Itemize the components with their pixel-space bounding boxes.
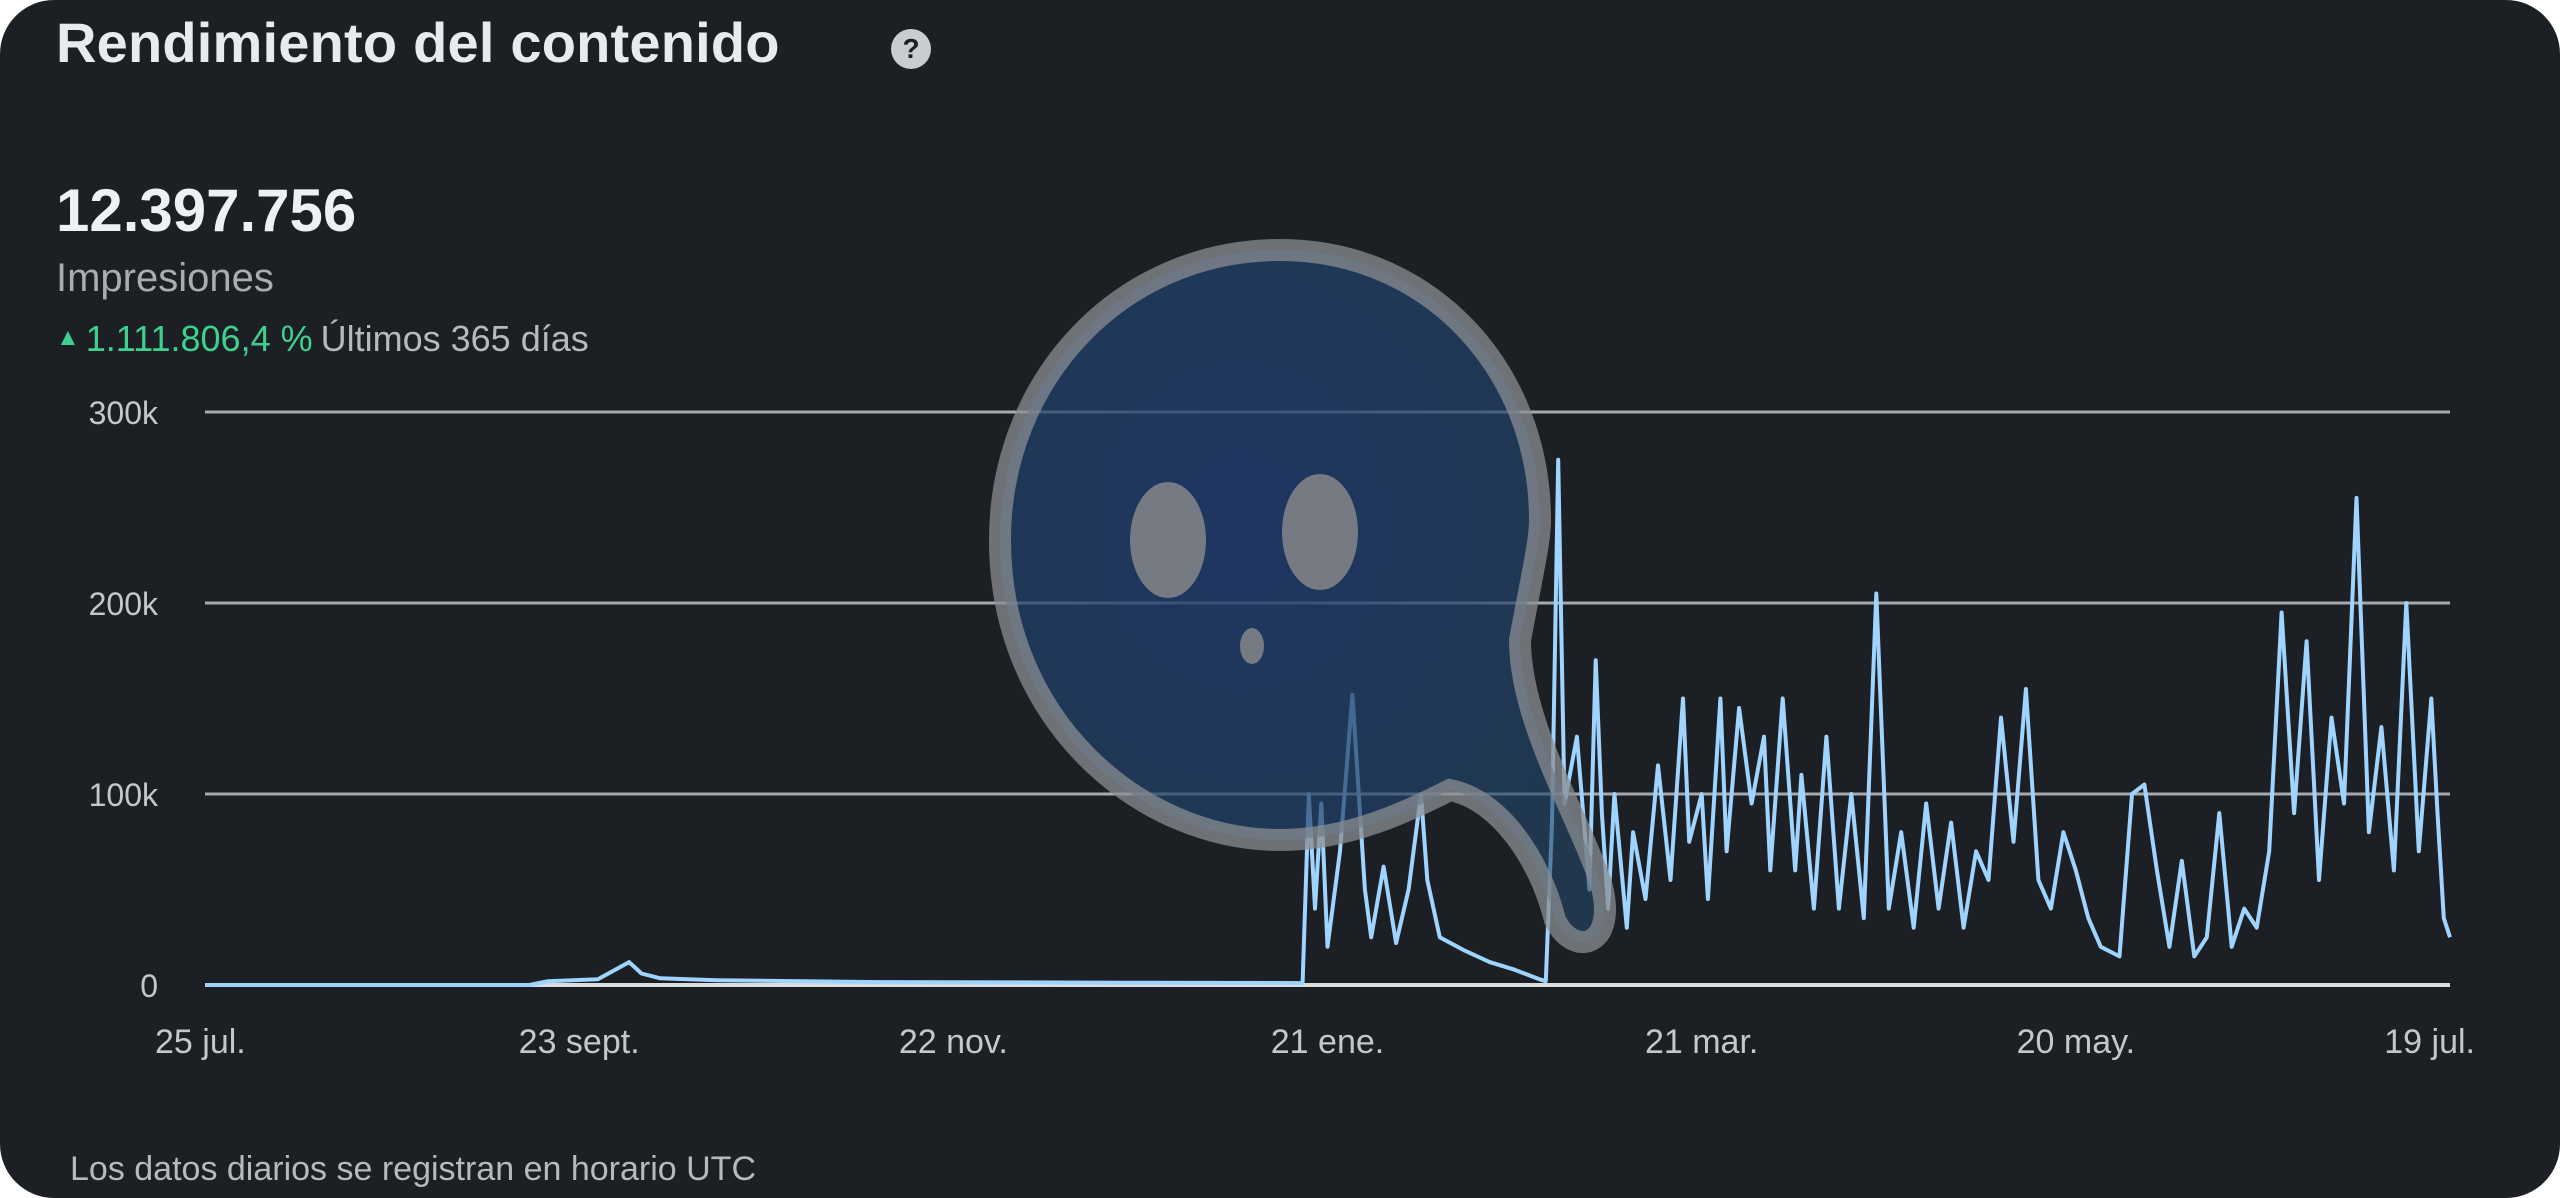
change-percent: 1.111.806,4 %: [85, 318, 313, 359]
impressions-value: 12.397.756: [56, 177, 357, 244]
series-line: [205, 457, 2452, 987]
period-label: Últimos 365 días: [320, 318, 589, 359]
x-tick-label: 25 jul.: [155, 1023, 246, 1061]
y-tick-label: 0: [140, 968, 158, 1004]
triangle-up-icon: ▲: [56, 324, 80, 351]
x-tick-label: 21 mar.: [1645, 1023, 1758, 1061]
card-title: Rendimiento del contenido: [56, 11, 780, 74]
utc-footnote: Los datos diarios se registran en horari…: [70, 1150, 756, 1188]
x-tick-label: 22 nov.: [899, 1023, 1008, 1061]
x-tick-label: 20 may.: [2017, 1023, 2135, 1061]
x-tick-label: 19 jul.: [2384, 1023, 2475, 1061]
impressions-label: Impresiones: [56, 256, 274, 300]
change-row: ▲ 1.111.806,4 % Últimos 365 días: [56, 318, 589, 360]
question-circle-icon[interactable]: ?: [888, 26, 934, 72]
y-tick-label: 300k: [89, 395, 159, 431]
x-tick-label: 23 sept.: [519, 1023, 640, 1061]
y-tick-label: 100k: [89, 777, 159, 813]
svg-text:?: ?: [902, 33, 919, 64]
y-tick-label: 200k: [89, 586, 159, 622]
x-tick-label: 21 ene.: [1271, 1023, 1384, 1061]
